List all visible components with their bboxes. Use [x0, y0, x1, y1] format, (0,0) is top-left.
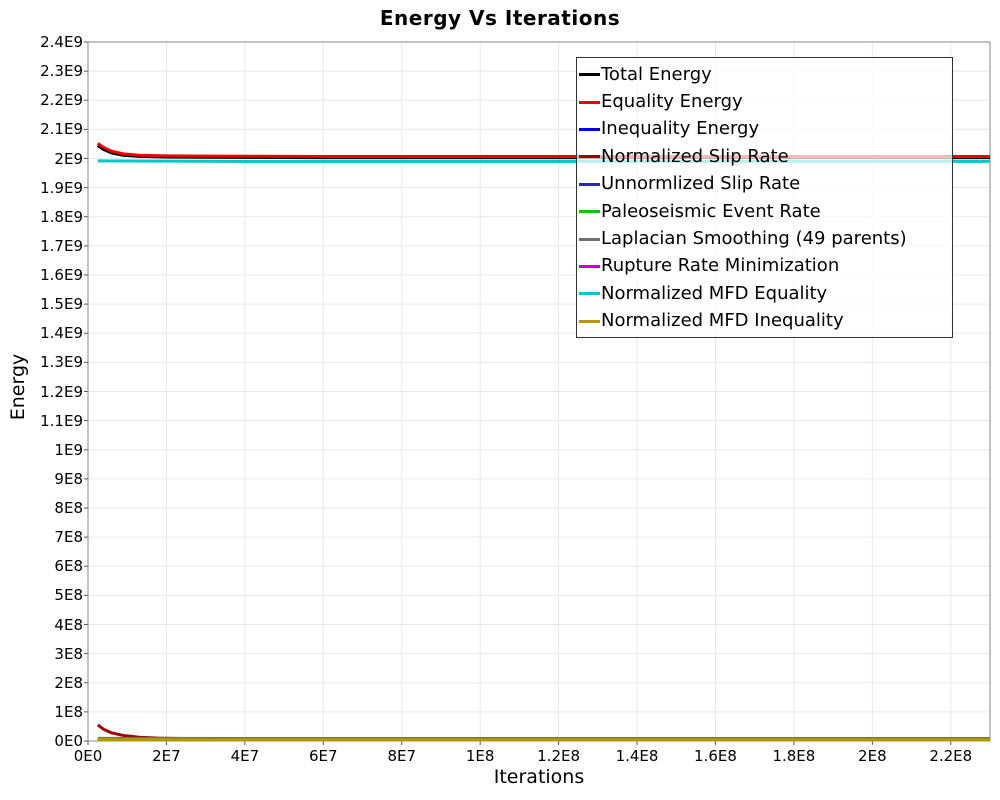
y-tick-label: 1.3E9 — [40, 353, 83, 372]
data-series-lines — [96, 142, 990, 741]
y-tick-label: 0E0 — [54, 732, 83, 750]
y-tick-label: 1.5E9 — [40, 295, 83, 314]
x-tick-label: 4E7 — [230, 747, 260, 765]
x-tick-label: 1E8 — [465, 747, 495, 765]
legend-item: Inequality Energy — [579, 116, 952, 143]
y-tick-label: 9E8 — [54, 469, 83, 488]
y-tick-label: 2.2E9 — [40, 91, 83, 110]
y-tick-label: 2.4E9 — [40, 33, 83, 51]
legend-line-swatch — [579, 292, 600, 296]
y-tick-label: 2.1E9 — [40, 120, 83, 139]
legend-line-swatch — [579, 182, 600, 186]
y-tick-label: 1E9 — [54, 440, 83, 459]
y-tick-label: 1.9E9 — [40, 178, 83, 197]
axis-tick-marks — [84, 41, 952, 745]
x-tick-label: 1.6E8 — [694, 747, 737, 765]
y-tick-label: 8E8 — [54, 499, 83, 517]
x-tick-label: 0E0 — [73, 747, 103, 765]
legend-item: Normalized MFD Inequality — [579, 308, 952, 335]
legend-line-swatch — [579, 264, 600, 268]
legend-item-label: Paleoseismic Event Rate — [601, 200, 821, 222]
x-tick-label: 2E8 — [858, 747, 887, 765]
y-tick-label: 1.8E9 — [40, 207, 83, 226]
y-tick-label: 5E8 — [54, 586, 83, 605]
y-tick-label: 3E8 — [54, 644, 83, 663]
legend-line-swatch — [579, 319, 600, 323]
legend-line-swatch — [579, 73, 600, 77]
legend-line-swatch — [579, 210, 600, 214]
series-line-equality-energy — [96, 142, 990, 158]
legend-item-label: Total Energy — [601, 63, 712, 85]
legend-item: Normalized Slip Rate — [579, 143, 952, 170]
series-line-normalized-slip-rate — [96, 723, 990, 741]
y-tick-label: 2.3E9 — [40, 62, 83, 81]
legend-item: Unnormlized Slip Rate — [579, 171, 952, 198]
y-tick-label: 1.2E9 — [40, 382, 83, 401]
legend-item: Paleoseismic Event Rate — [579, 198, 952, 225]
x-tick-label: 6E7 — [309, 747, 338, 765]
x-tick-label: 2E7 — [152, 747, 181, 765]
x-tick-label: 1.8E8 — [772, 747, 816, 765]
y-tick-label: 7E8 — [54, 528, 83, 547]
x-tick-label: 1.4E8 — [615, 747, 659, 765]
legend-line-swatch — [579, 100, 600, 104]
y-tick-label: 2E9 — [54, 149, 83, 168]
legend-line-swatch — [579, 155, 600, 159]
legend-item: Equality Energy — [579, 88, 952, 115]
legend-item: Laplacian Smoothing (49 parents) — [579, 225, 952, 252]
y-tick-label: 1.6E9 — [40, 266, 83, 284]
legend-item-label: Laplacian Smoothing (49 parents) — [601, 228, 907, 250]
legend-item: Rupture Rate Minimization — [579, 253, 952, 280]
legend-line-swatch — [579, 127, 600, 131]
y-tick-label: 6E8 — [54, 557, 83, 576]
x-tick-label: 2.2E8 — [929, 747, 973, 765]
legend-line-swatch — [579, 237, 600, 241]
legend-item-label: Normalized MFD Equality — [601, 282, 828, 304]
x-tick-label: 1.2E8 — [537, 747, 581, 765]
x-tick-label: 8E7 — [387, 747, 417, 765]
legend-item: Total Energy — [579, 61, 952, 88]
legend-item-label: Inequality Energy — [601, 118, 760, 140]
y-tick-label: 4E8 — [54, 615, 83, 634]
legend-item: Normalized MFD Equality — [579, 280, 952, 307]
y-tick-label: 1E8 — [54, 702, 83, 721]
y-tick-label: 1.4E9 — [40, 324, 83, 343]
legend-item-label: Normalized MFD Inequality — [601, 310, 844, 332]
y-tick-label: 1.7E9 — [40, 236, 83, 255]
legend-item-label: Unnormlized Slip Rate — [601, 173, 801, 195]
y-tick-label: 1.1E9 — [40, 411, 83, 430]
legend-item-label: Rupture Rate Minimization — [601, 255, 840, 277]
chart-title: Energy Vs Iterations — [379, 6, 621, 30]
legend-item-label: Normalized Slip Rate — [601, 145, 789, 167]
y-tick-label: 2E8 — [54, 673, 83, 692]
legend-box: Total Energy Equality Energy Inequality En… — [576, 57, 953, 338]
legend-item-label: Equality Energy — [601, 91, 743, 113]
x-axis-label: Iterations — [493, 766, 585, 788]
